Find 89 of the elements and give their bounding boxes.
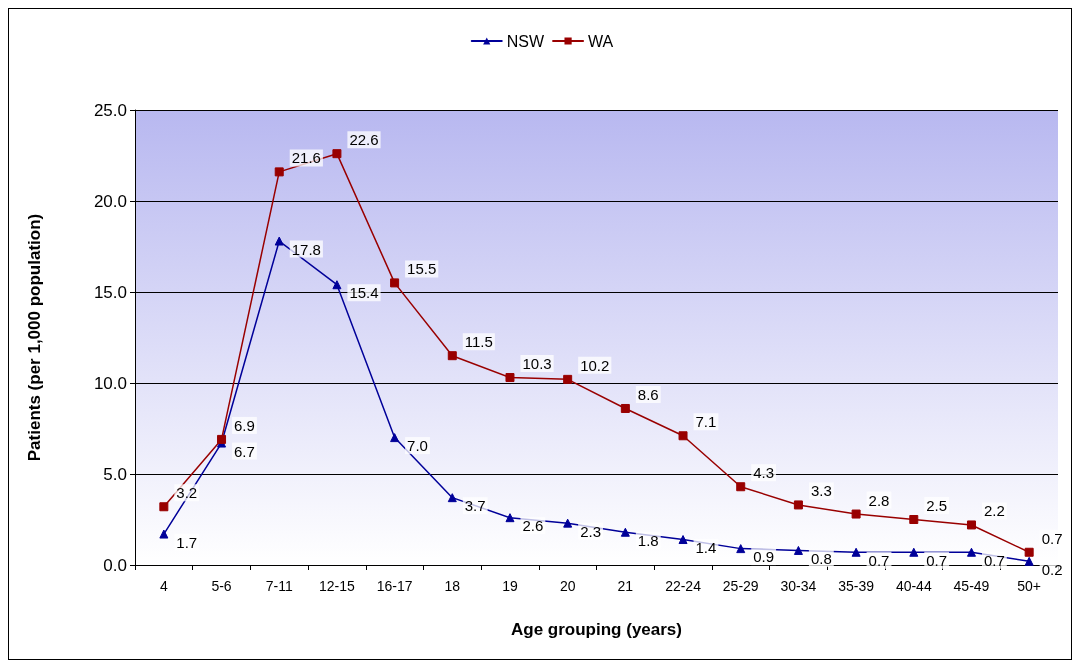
data-label: 3.3	[810, 482, 832, 500]
y-axis-title: Patients (per 1,000 population)	[25, 213, 44, 462]
point	[332, 149, 342, 159]
data-label: 6.7	[234, 442, 255, 460]
point	[678, 431, 688, 441]
point	[274, 167, 284, 177]
point	[447, 493, 457, 503]
data-label: 0.8	[810, 549, 832, 567]
x-tick-label: 4	[159, 578, 168, 594]
x-tick-label: 45-49	[953, 578, 990, 594]
data-label: 0.7	[983, 551, 1005, 569]
x-tick-label: 16-17	[376, 578, 413, 594]
data-label: 8.6	[637, 385, 659, 403]
data-label: 0.2	[1041, 560, 1063, 578]
data-label: 10.3	[522, 355, 552, 373]
point	[851, 547, 861, 557]
data-label: 1.8	[637, 531, 659, 549]
data-label: 15.4	[349, 284, 379, 302]
point	[736, 482, 746, 492]
x-tick-label: 19	[502, 578, 518, 594]
point	[159, 529, 169, 539]
x-tick-label: 12-15	[319, 578, 356, 594]
data-label: 2.8	[868, 491, 890, 509]
data-label: 0.9	[753, 548, 775, 566]
data-label: 15.5	[407, 260, 437, 278]
data-label: 17.8	[291, 240, 321, 258]
point	[966, 520, 976, 530]
x-axis-title: Age grouping (years)	[511, 620, 682, 639]
data-label: 2.6	[522, 517, 544, 535]
point	[159, 502, 169, 512]
point	[1024, 556, 1034, 566]
x-tick-label: 30-34	[780, 578, 817, 594]
data-label: 7.1	[695, 413, 717, 431]
point	[620, 527, 630, 537]
point	[966, 547, 976, 557]
x-tick-label: 7-11	[265, 578, 293, 594]
point	[851, 509, 861, 519]
point	[793, 545, 803, 555]
x-tick-label: 21	[617, 578, 634, 594]
data-label: 10.2	[580, 356, 610, 374]
data-label: 3.2	[176, 484, 198, 502]
x-tick-label: 5-6	[211, 578, 232, 594]
point	[563, 374, 573, 384]
data-label: 2.5	[926, 497, 948, 514]
data-label: 22.6	[349, 131, 379, 149]
x-tick-label: 22-24	[665, 578, 702, 594]
point	[563, 518, 573, 528]
y-tick-label: 20.0	[93, 191, 127, 211]
data-label: 6.9	[234, 416, 255, 434]
data-label: 2.2	[983, 502, 1005, 520]
x-tick-label: 40-44	[895, 578, 932, 594]
y-tick-label: 10.0	[93, 373, 127, 393]
point	[1024, 547, 1034, 557]
point	[909, 515, 919, 524]
data-label: 4.3	[753, 464, 775, 482]
x-tick-label: 20	[559, 578, 576, 594]
legend-label: NSW	[506, 32, 545, 50]
y-tick-label: 5.0	[103, 464, 127, 484]
y-tick-label: 25.0	[93, 100, 127, 120]
x-tick-label: 18	[444, 578, 461, 594]
data-label: 1.7	[176, 533, 198, 551]
x-tick-label: 35-39	[838, 578, 875, 594]
point	[274, 236, 284, 246]
x-tick-label: 25-29	[722, 578, 759, 594]
point	[505, 373, 515, 383]
data-label: 0.7	[926, 551, 948, 569]
data-label: 0.7	[1041, 529, 1063, 547]
data-label: 3.7	[464, 497, 486, 515]
point	[217, 434, 227, 444]
point	[736, 544, 746, 554]
y-tick-label: 0.0	[103, 555, 127, 575]
point	[793, 500, 803, 510]
point	[390, 278, 400, 288]
x-tick-label: 50+	[1017, 578, 1042, 594]
point	[620, 403, 630, 413]
point	[505, 513, 515, 523]
legend-label: WA	[588, 32, 614, 50]
data-label: 11.5	[464, 333, 493, 351]
data-label: 2.3	[580, 522, 602, 540]
data-label: 0.7	[868, 551, 890, 569]
point	[390, 433, 400, 443]
point	[447, 351, 457, 361]
point	[678, 535, 688, 545]
point	[332, 280, 342, 290]
point	[909, 547, 919, 557]
data-label: 7.0	[407, 437, 428, 455]
data-label: 21.6	[291, 149, 321, 167]
y-tick-label: 15.0	[93, 282, 127, 302]
data-label: 1.4	[695, 539, 717, 557]
